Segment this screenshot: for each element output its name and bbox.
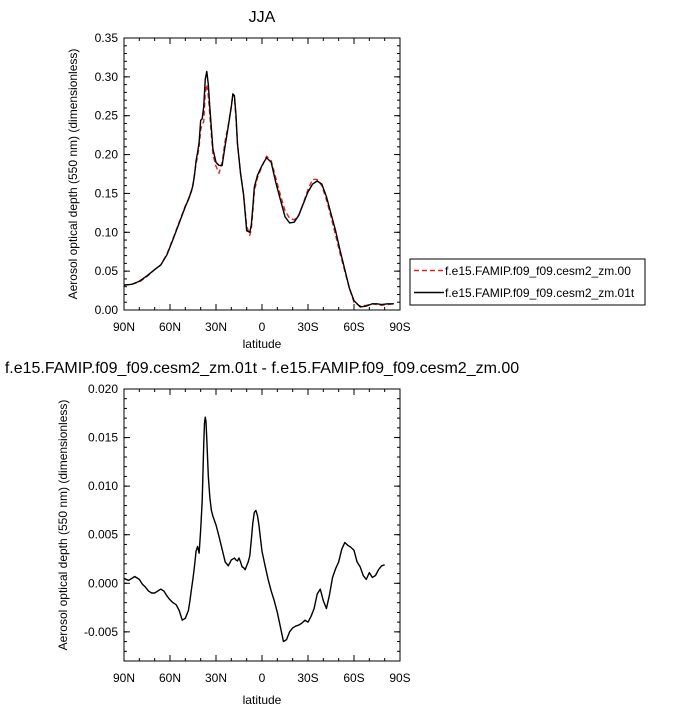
bottom-chart-title: f.e15.FAMIP.f09_f09.cesm2_zm.01t - f.e15… xyxy=(5,360,519,377)
bottom-series-line-0 xyxy=(124,416,385,643)
y-tick-label: 0.25 xyxy=(95,109,119,123)
legend-box xyxy=(409,258,646,306)
x-tick-label: 30N xyxy=(205,671,227,685)
top-axis-ticks xyxy=(123,37,401,311)
x-tick-label: 60N xyxy=(159,320,181,334)
bottom-axis-ticks xyxy=(123,388,401,662)
bottom-y-tick-labels: -0.005 0.000 0.005 0.010 0.015 0.020 xyxy=(84,382,118,639)
bottom-x-tick-labels: 90N 60N 30N 0 30S 60S 90S xyxy=(113,671,411,685)
y-tick-label: 0.10 xyxy=(95,225,119,239)
legend: f.e15.FAMIP.f09_f09.cesm2_zm.00 f.e15.FA… xyxy=(409,258,646,306)
y-tick-label: 0.020 xyxy=(88,382,118,396)
y-tick-label: 0.30 xyxy=(95,70,119,84)
x-tick-label: 90N xyxy=(113,320,135,334)
y-tick-label: -0.005 xyxy=(84,625,118,639)
x-tick-label: 30S xyxy=(297,320,318,334)
top-series-group xyxy=(124,70,394,308)
top-series-line-0 xyxy=(124,83,394,307)
x-tick-label: 90N xyxy=(113,671,135,685)
x-tick-label: 0 xyxy=(259,671,266,685)
x-tick-label: 60N xyxy=(159,671,181,685)
top-chart-title: JJA xyxy=(249,9,276,26)
y-tick-label: 0.000 xyxy=(88,576,118,590)
x-tick-label: 30N xyxy=(205,320,227,334)
bottom-x-axis-label: latitude xyxy=(243,693,282,707)
y-tick-label: 0.015 xyxy=(88,431,118,445)
y-tick-label: 0.010 xyxy=(88,479,118,493)
bottom-series-group xyxy=(124,416,385,643)
bottom-y-axis-label: Aerosol optical depth (550 nm) (dimensio… xyxy=(56,400,70,651)
top-series-line-1 xyxy=(124,70,394,308)
bottom-plot-frame xyxy=(123,388,401,662)
y-tick-label: 0.20 xyxy=(95,148,119,162)
legend-label-series-01t: f.e15.FAMIP.f09_f09.cesm2_zm.01t xyxy=(445,286,635,300)
x-tick-label: 60S xyxy=(343,320,364,334)
legend-label-series-00: f.e15.FAMIP.f09_f09.cesm2_zm.00 xyxy=(445,264,631,278)
top-x-tick-labels: 90N 60N 30N 0 30S 60S 90S xyxy=(113,320,411,334)
y-tick-label: 0.15 xyxy=(95,186,119,200)
top-y-axis-label: Aerosol optical depth (550 nm) (dimensio… xyxy=(66,49,80,300)
x-tick-label: 90S xyxy=(389,671,410,685)
x-tick-label: 60S xyxy=(343,671,364,685)
x-tick-label: 30S xyxy=(297,671,318,685)
top-plot-frame xyxy=(123,37,401,311)
y-tick-label: 0.35 xyxy=(95,31,119,45)
x-tick-label: 0 xyxy=(259,320,266,334)
x-tick-label: 90S xyxy=(389,320,410,334)
top-y-tick-labels: 0.00 0.05 0.10 0.15 0.20 0.25 0.30 0.35 xyxy=(95,31,119,317)
y-tick-label: 0.05 xyxy=(95,264,119,278)
y-tick-label: 0.005 xyxy=(88,528,118,542)
y-tick-label: 0.00 xyxy=(95,303,119,317)
top-x-axis-label: latitude xyxy=(243,337,282,351)
